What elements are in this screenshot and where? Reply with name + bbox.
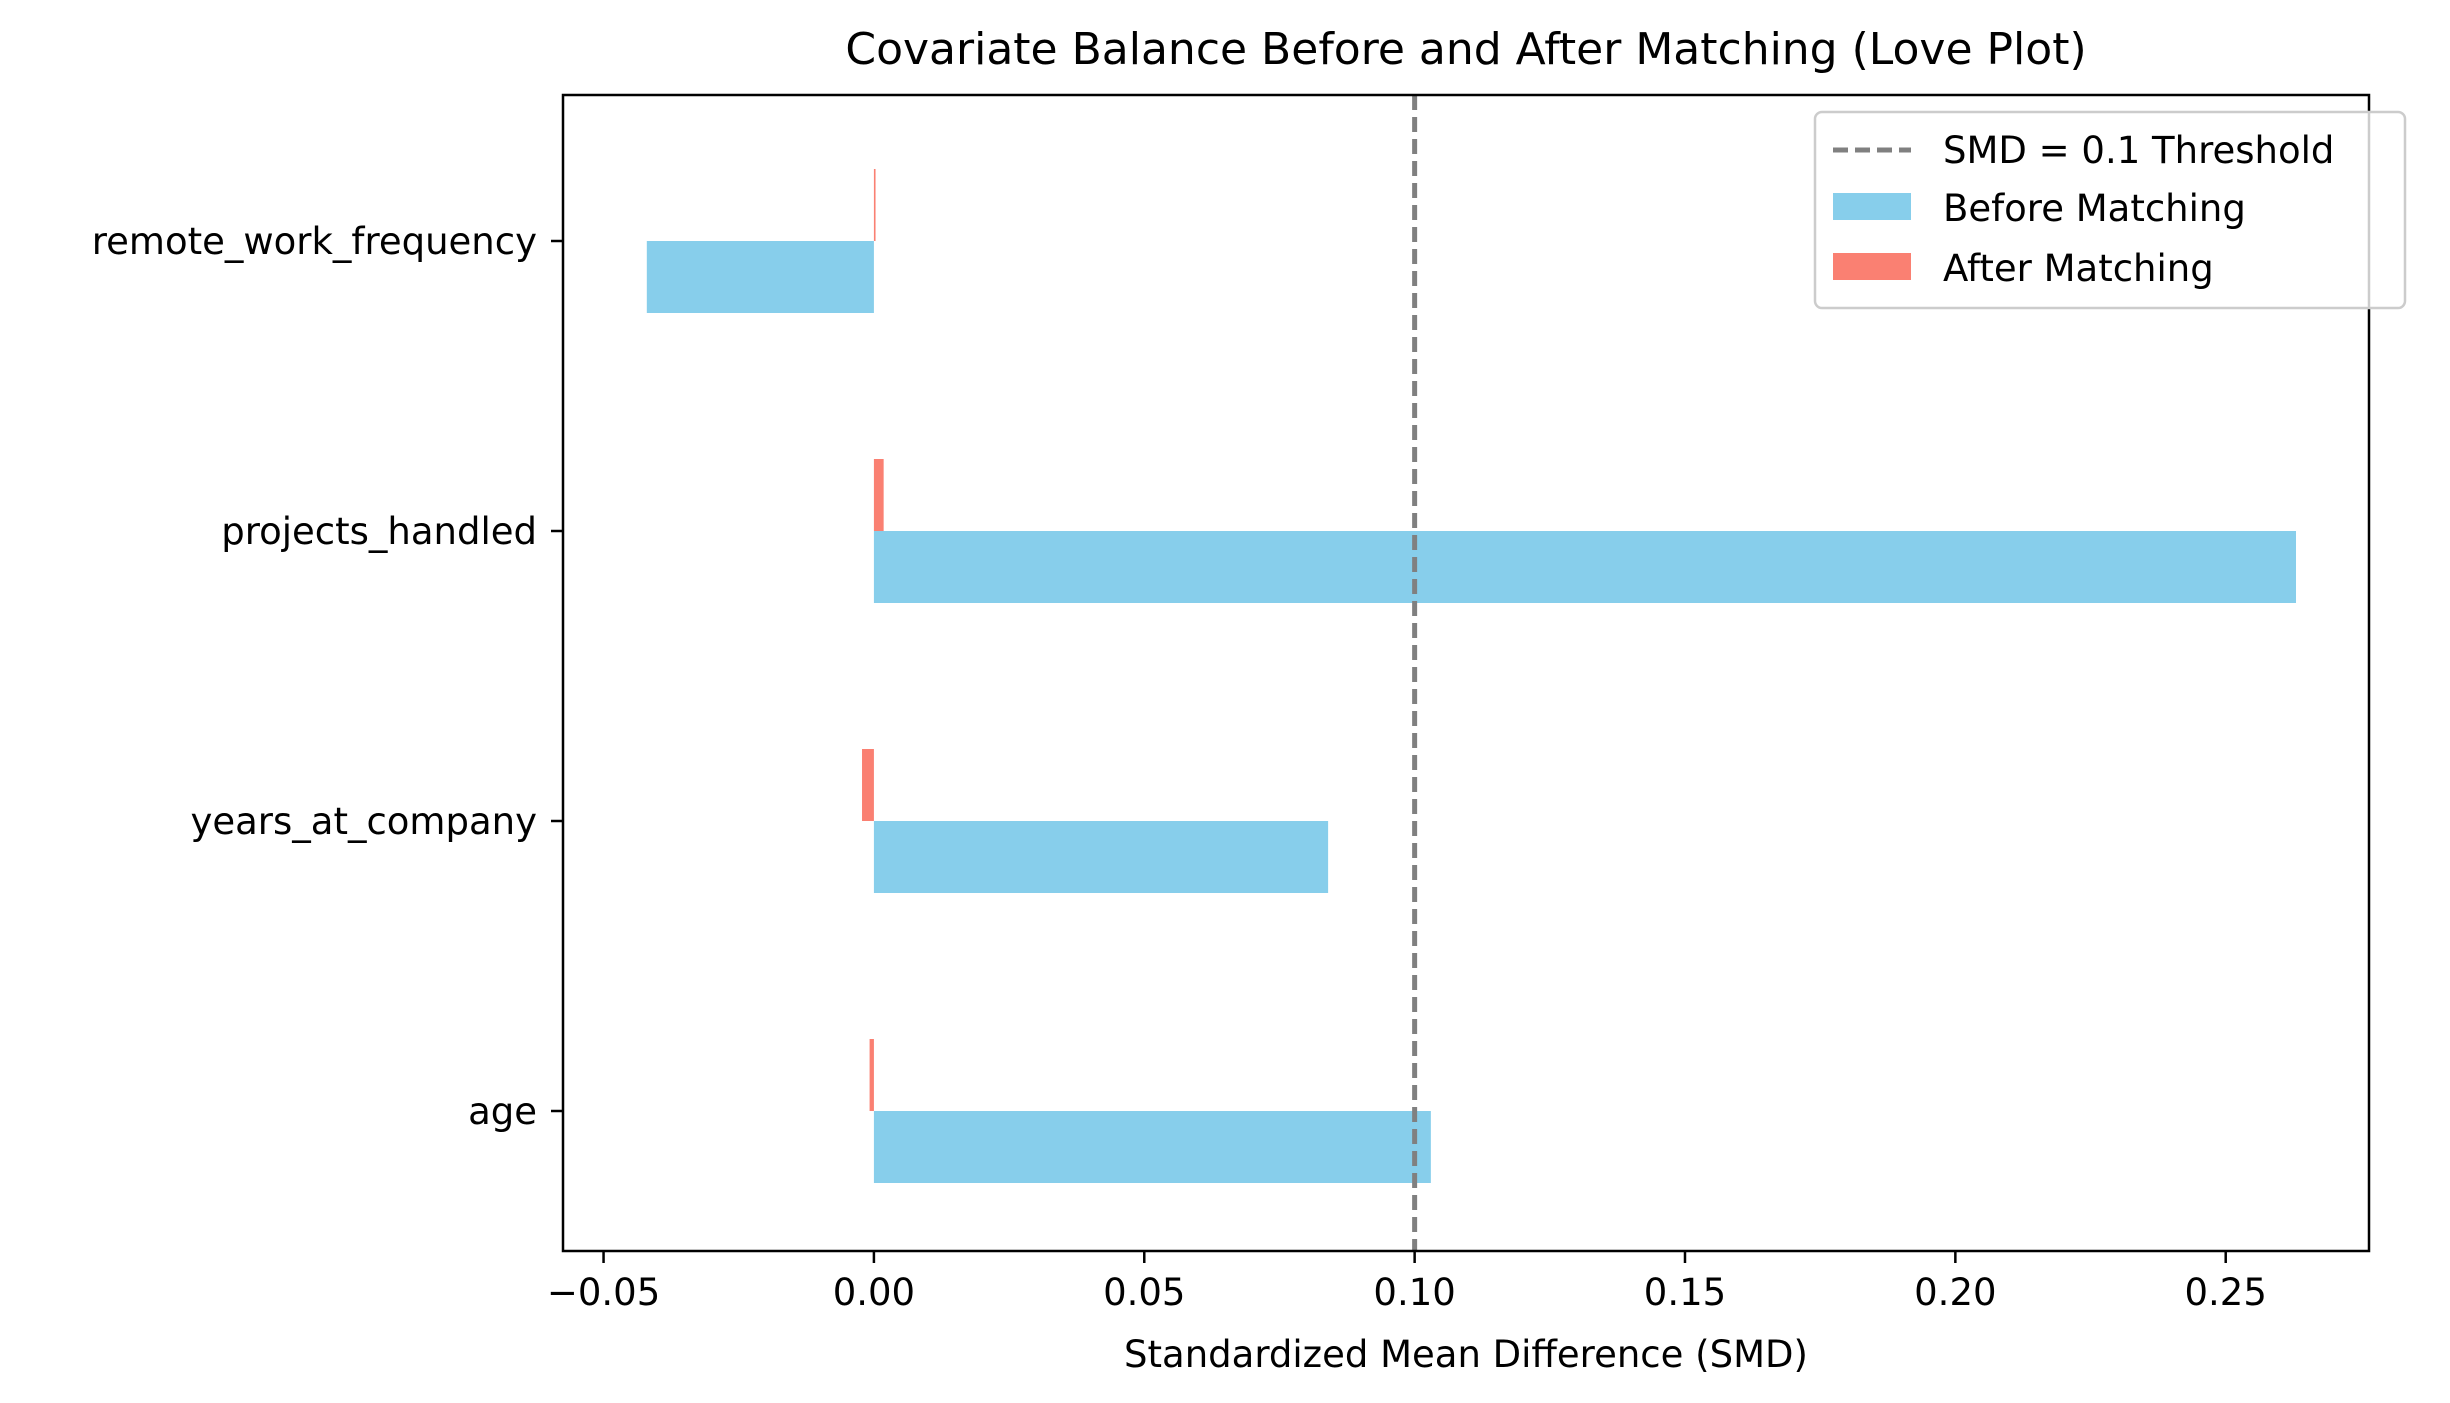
x-tick-label: 0.00 — [833, 1271, 915, 1314]
x-tick-label: 0.05 — [1103, 1271, 1185, 1314]
y-tick-label-projects-handled: projects_handled — [221, 510, 537, 553]
plot-frame — [561, 93, 2371, 1253]
after-bar-projects-handled — [873, 459, 884, 531]
x-tick-label: 0.25 — [2185, 1271, 2267, 1314]
before-bar-projects-handled — [873, 531, 2297, 603]
chart-title: Covariate Balance Before and After Match… — [845, 24, 2086, 75]
after-bar-years-at-company — [862, 749, 874, 821]
legend-after-label: After Matching — [1943, 247, 2214, 290]
legend-after-swatch — [1833, 253, 1911, 280]
legend-threshold-label: SMD = 0.1 Threshold — [1943, 129, 2334, 172]
y-axis-ticks: age years_at_company projects_handled remot… — [92, 220, 563, 1133]
legend-before-swatch — [1833, 193, 1911, 220]
after-bar-remote-work-frequency — [873, 169, 876, 241]
legend: SMD = 0.1 Threshold Before Matching Afte… — [1813, 110, 2407, 310]
y-tick-label-remote-work-frequency: remote_work_frequency — [92, 220, 537, 263]
y-tick-label-years-at-company: years_at_company — [190, 800, 537, 843]
before-bar-years-at-company — [873, 821, 1329, 893]
before-bar-remote-work-frequency — [646, 241, 874, 313]
after-bar-age — [869, 1039, 874, 1111]
x-axis-label: Standardized Mean Difference (SMD) — [1124, 1333, 1808, 1376]
x-tick-label: 0.10 — [1373, 1271, 1455, 1314]
bars-layer — [646, 169, 2297, 1183]
before-bar-age — [873, 1111, 1431, 1183]
x-tick-label: −0.05 — [547, 1271, 660, 1314]
y-tick-label-age: age — [468, 1090, 537, 1133]
legend-before-label: Before Matching — [1943, 187, 2246, 230]
x-axis-ticks: −0.05 0.00 0.05 0.10 0.15 0.20 0.25 — [547, 1251, 2267, 1314]
x-tick-label: 0.20 — [1914, 1271, 1996, 1314]
x-tick-label: 0.15 — [1644, 1271, 1726, 1314]
legend-box — [1813, 110, 2407, 310]
